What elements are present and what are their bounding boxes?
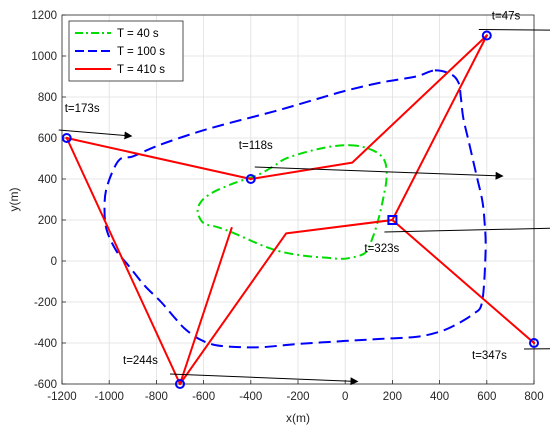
y-tick-label: 600	[38, 133, 57, 145]
waypoint-center	[532, 341, 536, 345]
y-tick-label: -600	[34, 379, 57, 391]
x-tick-label: 0	[342, 391, 348, 403]
series-line-0	[196, 144, 388, 260]
waypoint-marker	[481, 30, 492, 41]
series-line-2	[65, 137, 393, 384]
waypoint-marker	[529, 338, 539, 348]
axis-ticks: -1200 -1000 -800 -600 -400 -200 0 200 400 600 800 -…	[31, 10, 543, 403]
x-tick-label: -1200	[47, 391, 76, 403]
x-tick-label: -400	[239, 391, 262, 403]
annotation-label: t=173s	[65, 103, 100, 115]
annotation-label: t=118s	[239, 140, 273, 152]
x-tick-label: 800	[524, 391, 543, 403]
y-tick-label: -200	[34, 297, 57, 309]
waypoint-center	[391, 218, 394, 222]
y-tick-label: 1000	[31, 51, 57, 63]
x-tick-label: 600	[477, 391, 496, 403]
x-tick-label: -600	[192, 391, 215, 403]
legend-entry-1: T = 100 s	[117, 46, 165, 58]
y-axis-label: y(m)	[7, 188, 21, 212]
x-tick-label: -800	[145, 391, 168, 403]
annotation-arrow	[169, 373, 359, 386]
waypoint-center	[65, 136, 68, 140]
annotation-arrow	[384, 227, 550, 233]
markers-layer	[61, 30, 539, 389]
series-line-1	[103, 69, 487, 349]
x-tick-label: -200	[286, 391, 309, 403]
y-tick-label: 1200	[31, 10, 57, 22]
annotation-label: t=47s	[492, 11, 521, 23]
waypoint-center	[485, 34, 488, 37]
series-layer	[65, 34, 534, 384]
x-tick-label: -1000	[94, 391, 123, 403]
annotation-label: t=244s	[123, 355, 158, 367]
x-tick-label: 200	[383, 391, 402, 403]
annotation-arrow	[254, 166, 504, 180]
y-tick-label: -400	[34, 338, 57, 350]
waypoint-center	[249, 177, 252, 181]
legend-entry-0: T = 40 s	[117, 28, 159, 40]
annotation-arrow	[58, 129, 133, 140]
waypoint-center	[178, 382, 182, 386]
y-tick-label: 400	[38, 174, 57, 186]
series-line-2	[66, 34, 534, 344]
y-tick-label: 200	[38, 215, 57, 227]
series-line-2	[179, 226, 233, 384]
waypoint-marker	[387, 215, 398, 225]
y-tick-label: 800	[38, 92, 57, 104]
waypoint-marker	[175, 379, 185, 389]
waypoint-marker	[61, 133, 72, 143]
annotations-layer: t=47s t=173s t=118s t=323s t=244s t=347s	[58, 11, 550, 386]
y-tick-label: 0	[51, 256, 57, 268]
legend: T = 40 s T = 100 s T = 410 s	[68, 20, 184, 82]
annotation-label: t=347s	[472, 350, 507, 362]
x-tick-label: 400	[430, 391, 449, 403]
legend-entry-2: T = 410 s	[117, 64, 165, 76]
waypoint-marker	[245, 174, 256, 184]
x-axis-label: x(m)	[286, 411, 310, 425]
annotation-label: t=323s	[364, 243, 399, 255]
